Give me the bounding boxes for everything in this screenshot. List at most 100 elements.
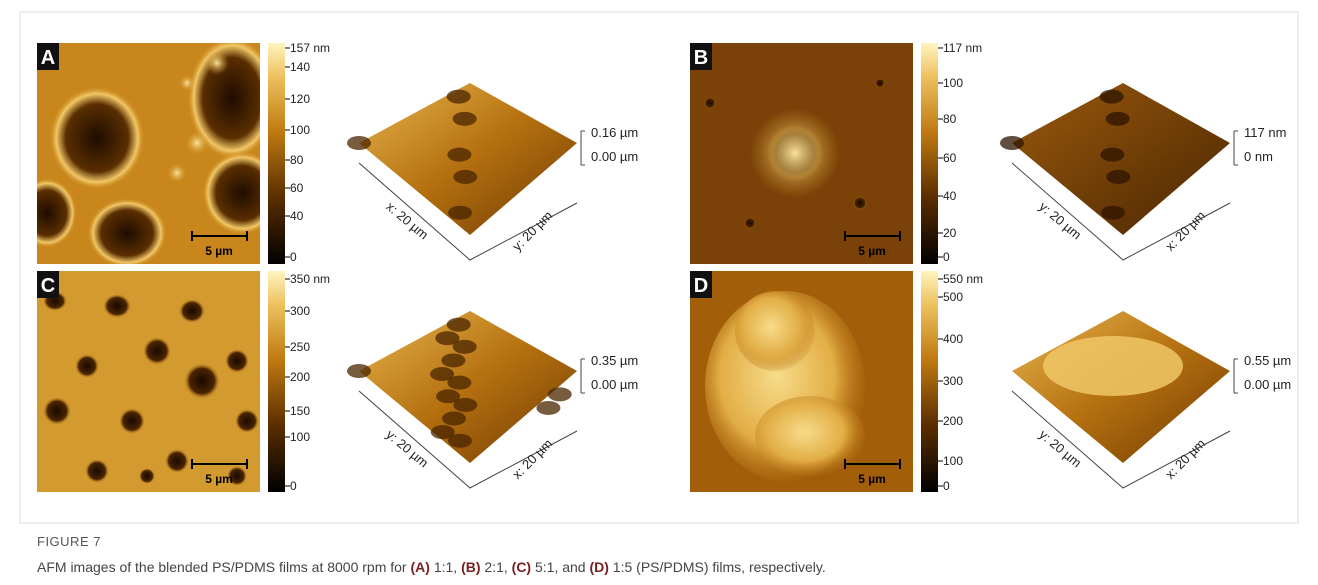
caption-segment: (C) [512,559,531,575]
z-label: 0.00 µm [591,377,638,392]
colorbar-tick-label: 40 [943,189,957,203]
axis-label: y: 20 µm [509,208,555,254]
colorbar-tick-label: 60 [290,181,304,195]
figure-caption: AFM images of the blended PS/PDMS films … [37,559,826,575]
page: FIGURE 7 AFM images of the blended PS/PD… [0,0,1318,585]
colorbar-tick-label: 80 [943,112,957,126]
z-label: 0.35 µm [591,353,638,368]
surface-features [1043,336,1183,396]
surface-pit [347,136,371,150]
colorbar-tick-label: 550 nm [943,272,983,286]
caption-segment: AFM images of the blended PS/PDMS films … [37,559,411,575]
surface-feature [139,468,155,484]
surface-feature [17,178,77,248]
caption-segment: (A) [411,559,430,575]
caption-segment: 1:1, [430,559,461,575]
surface-pit [536,401,560,415]
surface-feature [875,78,885,88]
surface-pit [431,425,455,439]
surface-feature [143,337,171,365]
scale-bar-label: 5 µm [858,472,886,486]
surface-pit [453,112,477,126]
z-label: 0.16 µm [591,125,638,140]
colorbar-tick-label: 100 [943,454,963,468]
surface-pit [453,170,477,184]
colorbar-tick-label: 20 [943,226,957,240]
axis-label: x: 20 µm [1162,436,1208,482]
surface-pit [1100,90,1124,104]
colorbar [921,43,938,264]
panel-label: A [41,47,55,69]
surface-pit [447,148,471,162]
caption-segment: (D) [589,559,608,575]
z-label: 0.55 µm [1244,353,1291,368]
surface-feature [85,459,109,483]
colorbar-tick-label: 100 [290,430,310,444]
surface-feature [744,217,756,229]
surface-feature [119,408,145,434]
surface-feature [184,363,220,399]
colorbar-tick-label: 150 [290,404,310,418]
z-label: 0.00 µm [591,149,638,164]
colorbar-tick-label: 400 [943,332,963,346]
colorbar-tick-label: 100 [290,123,310,137]
colorbar-tick-label: 200 [290,370,310,384]
caption-segment: 2:1, [481,559,512,575]
surface-pit [347,364,371,378]
colorbar-tick-label: 100 [943,76,963,90]
colorbar-tick-label: 120 [290,92,310,106]
surface-feature [165,449,189,473]
colorbar-tick-label: 200 [943,414,963,428]
colorbar-tick-label: 157 nm [290,41,330,55]
surface-pit [1100,148,1124,162]
surface-pit [441,353,465,367]
surface-feature [735,291,815,371]
colorbar-tick-label: 40 [290,209,304,223]
surface-pit [1106,170,1130,184]
surface-feature [179,75,195,91]
figure: FIGURE 7 AFM images of the blended PS/PD… [0,0,1318,585]
surface-feature [853,196,867,210]
colorbar-tick-label: 0 [943,479,950,493]
scale-bar-label: 5 µm [858,244,886,258]
image-features [705,291,865,481]
surface-pit [548,387,572,401]
scale-bar-label: 5 µm [205,472,233,486]
colorbar-tick-label: 500 [943,290,963,304]
z-label: 0.00 µm [1244,377,1291,392]
surface-pit [435,331,459,345]
colorbar-tick-label: 300 [290,304,310,318]
surface-pit [442,412,466,426]
surface-feature [179,299,205,323]
surface-pit [448,206,472,220]
surface-pit [1000,136,1024,150]
colorbar-tick-label: 0 [943,250,950,264]
axis-label: x: 20 µm [1162,208,1208,254]
caption-segment: (B) [461,559,480,575]
colorbar [268,271,285,492]
colorbar-tick-label: 0 [290,250,297,264]
panel-label: C [41,275,55,297]
surface-feature [205,51,229,75]
surface-pit [430,367,454,381]
surface-feature [167,163,187,183]
z-label: 0 nm [1244,149,1273,164]
colorbar-tick-label: 300 [943,374,963,388]
figure-number: FIGURE 7 [37,534,101,549]
colorbar-tick-label: 250 [290,340,310,354]
panel-label: D [694,275,708,297]
colorbar-tick-label: 60 [943,151,957,165]
colorbar [921,271,938,492]
surface-feature [235,409,259,433]
afm-image [37,271,260,492]
surface-feature [87,198,167,268]
surface-pit [1106,112,1130,126]
colorbar [268,43,285,264]
surface-feature [103,294,131,318]
surface-ridge [1043,336,1183,396]
caption-segment: 1:5 (PS/PDMS) films, respectively. [609,559,826,575]
colorbar-tick-label: 350 nm [290,272,330,286]
afm-panel: D 5 µm 550 nm 500 400 300 200 100 0 0.55 µm 0.00 µ… [690,271,1291,493]
surface-pit [1101,206,1125,220]
